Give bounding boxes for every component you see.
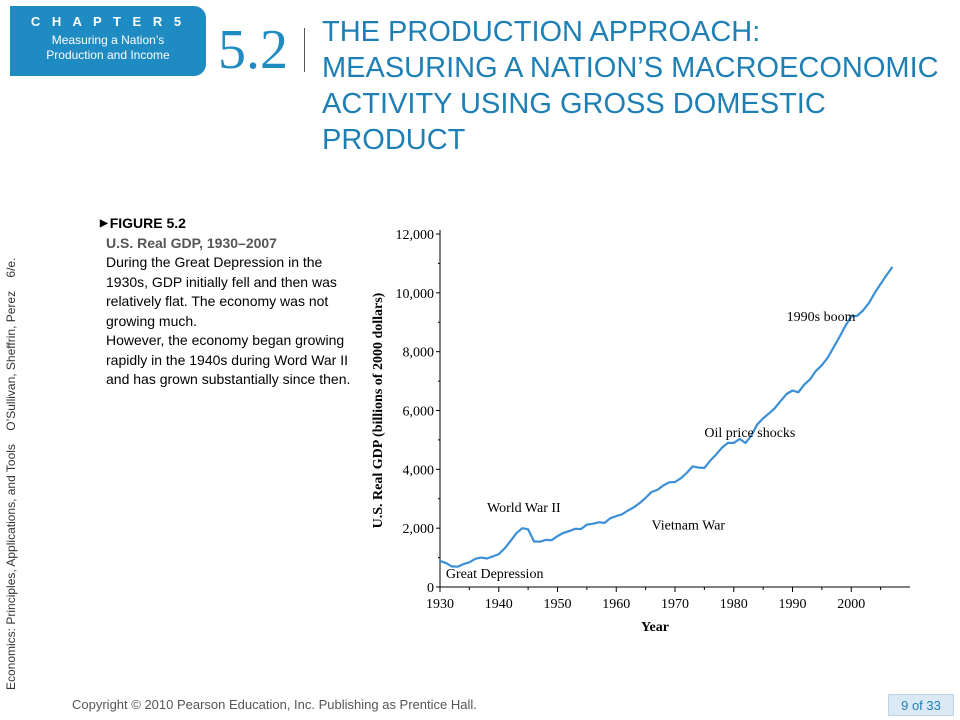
chapter-subtitle-line2: Production and Income bbox=[46, 48, 170, 62]
chart-annotation: 1990s boom bbox=[787, 310, 856, 325]
chapter-subtitle-line1: Measuring a Nation’s bbox=[51, 33, 165, 47]
chart-axes: 0 2,000 4,000 6,000 8,000 10,000 12,000 1930 194… bbox=[371, 228, 910, 635]
y-axis-label: U.S. Real GDP (billions of 2000 dollars) bbox=[371, 292, 386, 528]
y-tick-label: 8,000 bbox=[403, 346, 435, 361]
caption-paragraph-1: During the Great Depression in the 1930s… bbox=[106, 254, 337, 329]
section-title: THE PRODUCTION APPROACH: MEASURING A NAT… bbox=[322, 16, 939, 156]
x-tick-label: 1930 bbox=[426, 597, 454, 612]
figure-caption: ▶ FIGURE 5.2 U.S. Real GDP, 1930–2007 Du… bbox=[100, 214, 356, 390]
y-tick-label: 10,000 bbox=[396, 287, 435, 302]
chart-annotation: Oil price shocks bbox=[704, 426, 795, 441]
section-divider bbox=[304, 28, 305, 72]
x-tick-label: 2000 bbox=[837, 597, 865, 612]
chapter-subtitle: Measuring a Nation’s Production and Inco… bbox=[10, 33, 206, 63]
chapter-label: C H A P T E R 5 bbox=[30, 14, 186, 29]
x-tick-label: 1950 bbox=[544, 597, 572, 612]
chart-annotation: World War II bbox=[487, 501, 561, 516]
gdp-line-chart: 0 2,000 4,000 6,000 8,000 10,000 12,000 1930 194… bbox=[371, 228, 910, 635]
figure-label: FIGURE 5.2 bbox=[109, 215, 186, 231]
x-tick-label: 1990 bbox=[779, 597, 807, 612]
caption-paragraph-2: However, the economy began growing rapid… bbox=[106, 332, 351, 387]
y-tick-label: 6,000 bbox=[403, 405, 435, 420]
y-tick-label: 2,000 bbox=[403, 522, 435, 537]
x-tick-label: 1970 bbox=[661, 597, 689, 612]
chapter-tab: C H A P T E R 5 Measuring a Nation’s Pro… bbox=[10, 6, 206, 76]
chart-annotation: Vietnam War bbox=[652, 519, 726, 534]
y-tick-label: 4,000 bbox=[403, 463, 435, 478]
copyright-footer: Copyright © 2010 Pearson Education, Inc.… bbox=[72, 697, 477, 712]
book-citation: Economics: Principles, Applications, and… bbox=[4, 257, 18, 690]
figure-label-row: ▶ FIGURE 5.2 bbox=[100, 214, 356, 234]
chart-annotations: Great Depression World War II Vietnam War O… bbox=[446, 310, 856, 582]
page-number: 9 of 33 bbox=[888, 694, 954, 716]
section-number: 5.2 bbox=[218, 19, 288, 81]
x-tick-label: 1960 bbox=[602, 597, 630, 612]
x-tick-label: 1980 bbox=[720, 597, 748, 612]
y-tick-label: 12,000 bbox=[396, 228, 435, 243]
triangle-right-icon: ▶ bbox=[100, 218, 108, 229]
x-tick-label: 1940 bbox=[485, 597, 513, 612]
chart-series bbox=[439, 266, 894, 568]
y-tick-label: 0 bbox=[427, 581, 434, 596]
x-axis-label: Year bbox=[641, 620, 669, 635]
gdp-series-line bbox=[439, 266, 894, 568]
figure-title: U.S. Real GDP, 1930–2007 bbox=[106, 234, 277, 251]
chart-annotation: Great Depression bbox=[446, 567, 544, 582]
